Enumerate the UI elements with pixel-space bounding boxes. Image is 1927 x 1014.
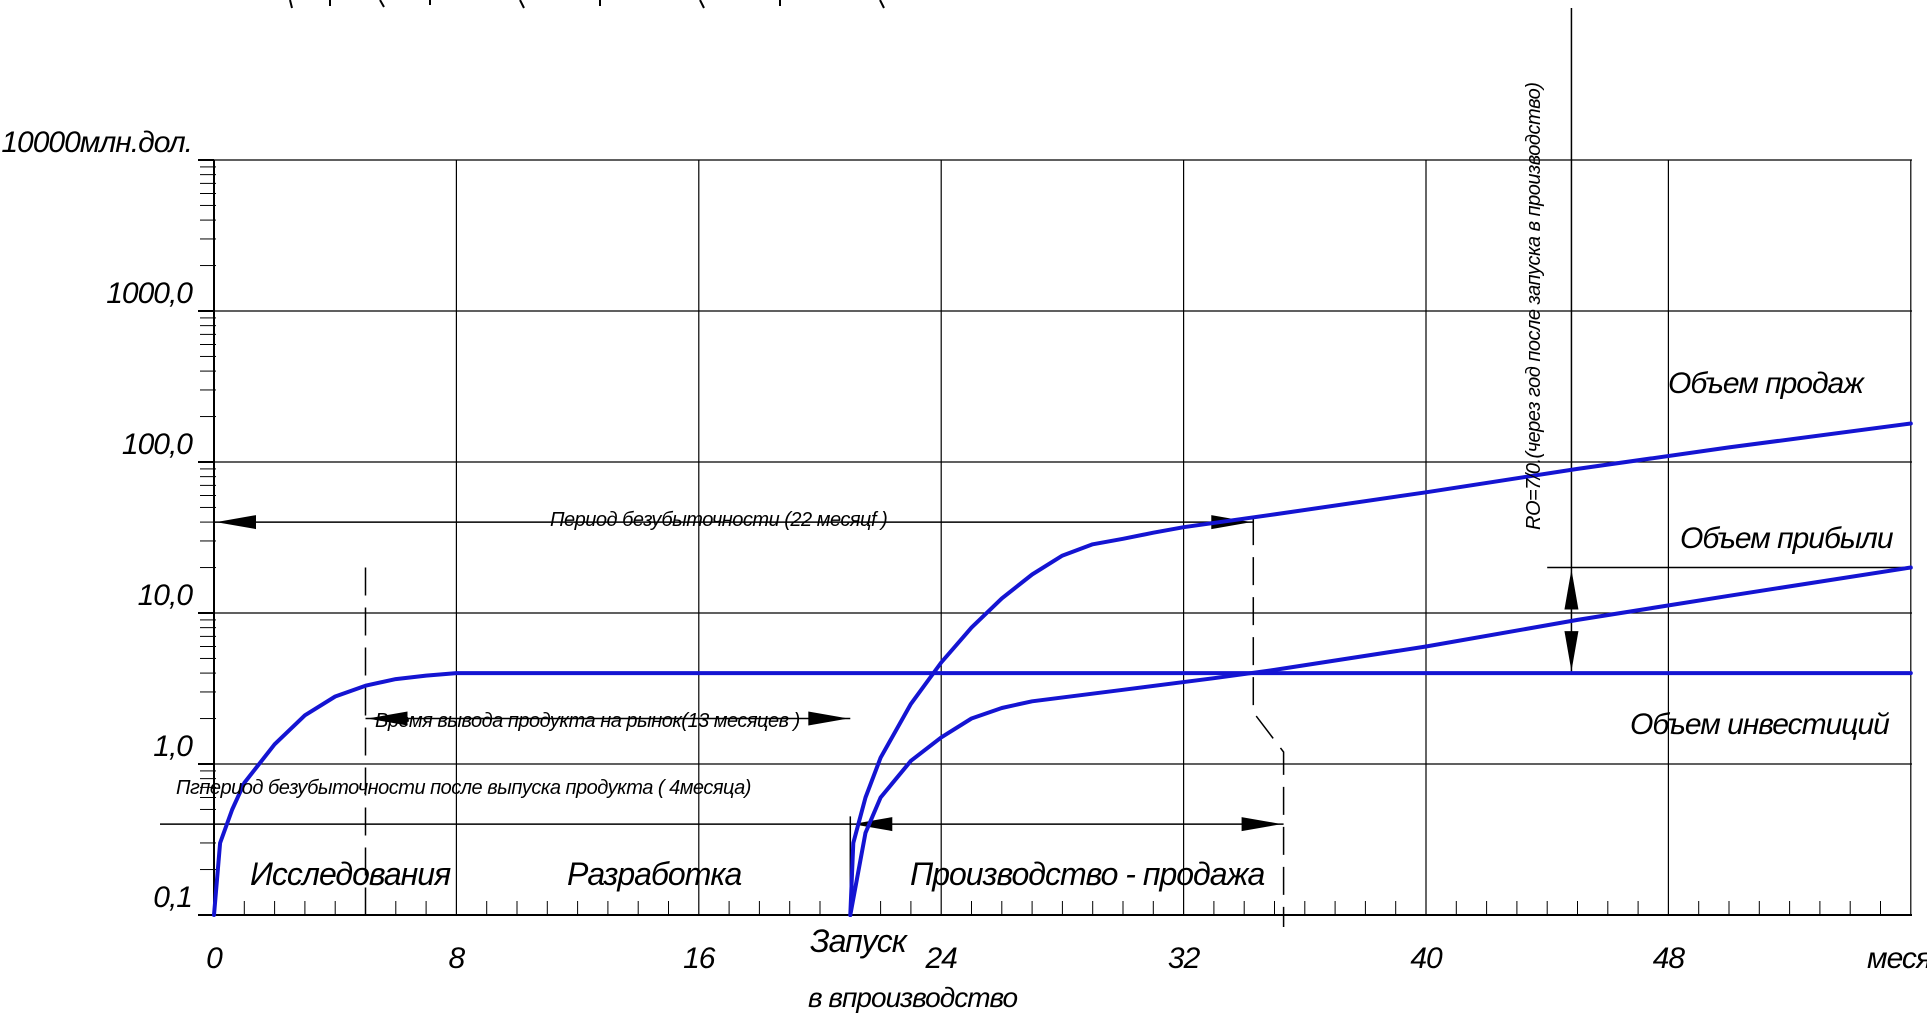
y-tick-label: 0,1 <box>153 881 192 914</box>
region-label-production: Производство - продажа <box>910 856 1265 892</box>
breakeven-end-extension <box>1252 517 1285 927</box>
y-tick-label: 1000,0 <box>106 277 193 310</box>
x-tick-label: 40 <box>1410 942 1443 975</box>
minor-ticks-layer <box>198 159 1881 916</box>
labels-layer: 0,1 1,0 10,0 100,0 1000,0 10000млн.дол. 0 8 16 24… <box>1 126 1686 975</box>
arrowhead <box>216 515 256 530</box>
annotation-breakeven-after-launch: Пгпериод безубыточности после выпуска пр… <box>176 777 751 799</box>
series-label-profit: Объем прибыли <box>1680 522 1894 555</box>
arrowhead <box>1564 569 1579 610</box>
arrowhead <box>852 817 893 832</box>
region-label-research: Исследования <box>250 856 451 892</box>
y-tick-label: 10,0 <box>138 579 194 612</box>
dimension-lines-layer <box>160 8 1912 927</box>
y-tick-label: 100,0 <box>122 428 193 461</box>
annotation-breakeven-period: Период безубыточности (22 месяцf ) <box>550 509 887 531</box>
x-tick-label: 16 <box>683 942 716 975</box>
launch-label-line2: в впроизводство <box>808 982 1018 1013</box>
grid-layer <box>213 159 1912 916</box>
x-tick-label: 32 <box>1168 942 1201 975</box>
arrowhead <box>1241 817 1282 832</box>
x-axis-title: месяцы <box>1867 942 1927 975</box>
cropped-caption-fragment <box>289 0 885 9</box>
arrowhead <box>808 711 849 726</box>
y-tick-label: 1,0 <box>153 730 193 763</box>
arrowhead <box>367 711 408 726</box>
curves-layer <box>212 421 1913 917</box>
annotation-time-to-market: Время вывода продукта на рынок(13 месяце… <box>375 710 800 732</box>
x-tick-label: 48 <box>1653 942 1686 975</box>
launch-label-line1: Запуск <box>810 923 909 959</box>
x-tick-label: 8 <box>449 942 466 975</box>
arrowhead <box>1564 631 1579 672</box>
series-label-investment: Объем инвестиций <box>1630 708 1890 741</box>
y-tick-label: 10000млн.дол. <box>1 126 192 159</box>
series-line <box>848 565 1913 917</box>
region-label-development: Разработка <box>567 856 741 892</box>
series-line <box>212 671 1913 917</box>
x-tick-label: 0 <box>206 942 223 975</box>
annotation-roi-note: RO=7/0.(через год после запуска в произв… <box>1523 83 1545 530</box>
x-tick-label: 24 <box>925 942 958 975</box>
series-line <box>848 421 1913 917</box>
series-label-sales: Объем продаж <box>1668 367 1865 400</box>
